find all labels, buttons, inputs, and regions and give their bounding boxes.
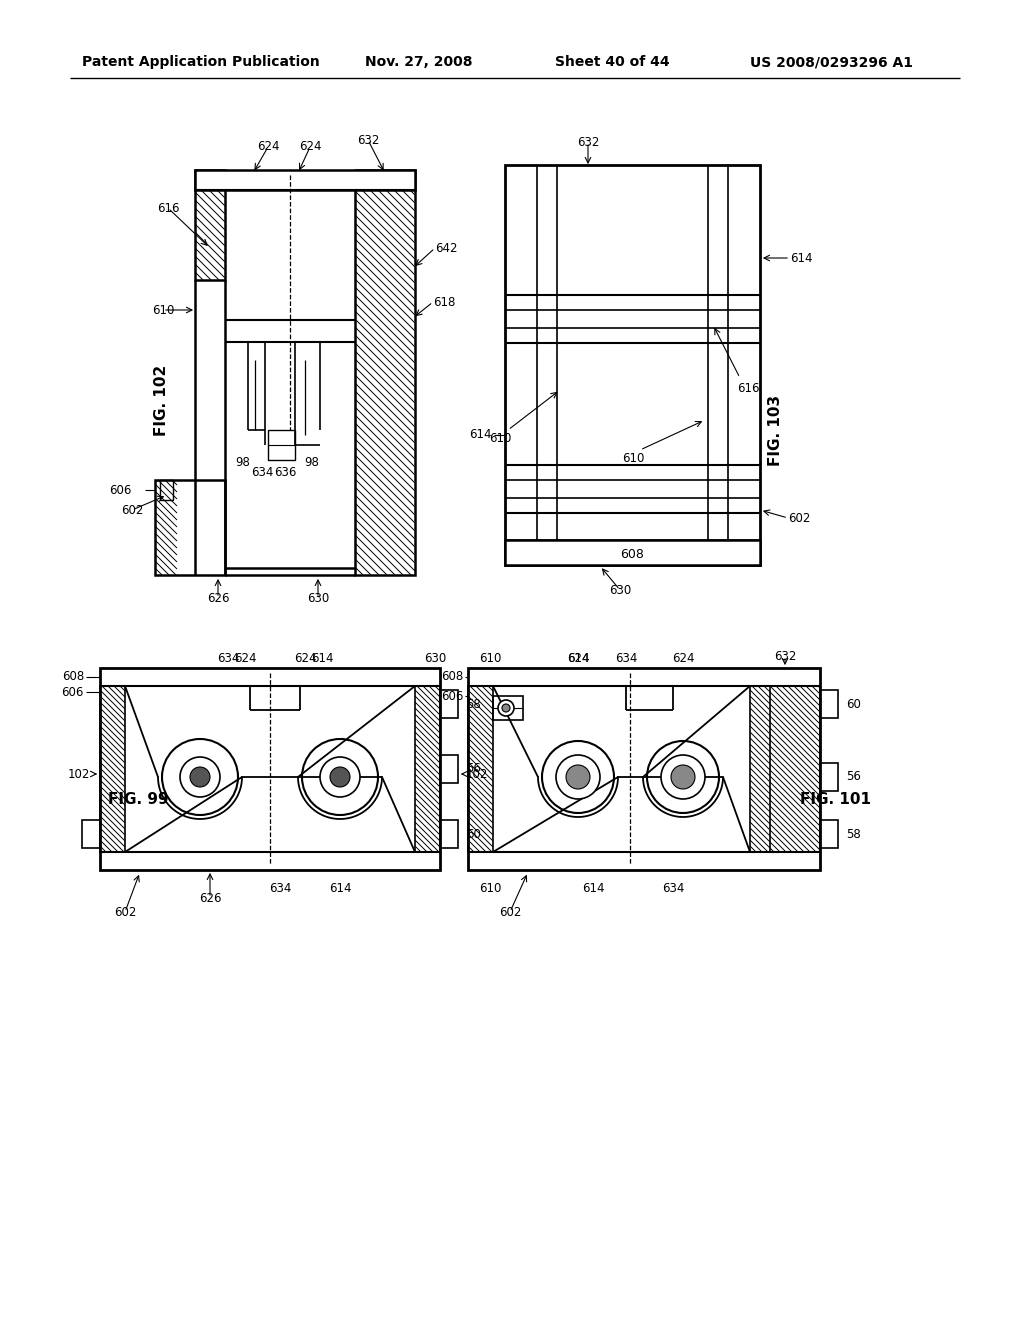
Circle shape [190, 767, 210, 787]
Text: 634: 634 [217, 652, 240, 664]
Polygon shape [195, 170, 415, 190]
Text: 610: 610 [152, 304, 174, 317]
Text: 614: 614 [582, 882, 604, 895]
Circle shape [671, 766, 695, 789]
Text: 630: 630 [609, 583, 631, 597]
Text: 614: 614 [566, 652, 589, 664]
Text: 634: 634 [269, 882, 291, 895]
Text: FIG. 99: FIG. 99 [108, 792, 168, 808]
Text: Patent Application Publication: Patent Application Publication [82, 55, 319, 69]
Text: US 2008/0293296 A1: US 2008/0293296 A1 [750, 55, 913, 69]
Text: 624: 624 [233, 652, 256, 664]
Text: 634: 634 [614, 652, 637, 664]
Text: 602: 602 [114, 906, 136, 919]
Text: 632: 632 [774, 649, 797, 663]
Text: 614: 614 [469, 429, 492, 441]
Text: 624: 624 [299, 140, 322, 153]
Text: 58: 58 [846, 828, 861, 841]
Text: 102: 102 [68, 767, 90, 780]
Text: FIG. 103: FIG. 103 [768, 395, 783, 466]
Text: 636: 636 [273, 466, 296, 479]
Text: 608: 608 [61, 671, 84, 684]
Circle shape [566, 766, 590, 789]
Text: 610: 610 [479, 652, 501, 664]
Text: 616: 616 [157, 202, 179, 214]
Text: 634: 634 [662, 882, 684, 895]
Text: 624: 624 [566, 652, 589, 664]
Text: 60: 60 [466, 828, 481, 841]
Text: FIG. 102: FIG. 102 [155, 364, 170, 436]
Text: 98: 98 [304, 455, 319, 469]
Text: 626: 626 [207, 591, 229, 605]
Text: 610: 610 [479, 882, 501, 895]
Text: 602: 602 [121, 503, 143, 516]
Text: 602: 602 [499, 906, 521, 919]
Circle shape [556, 755, 600, 799]
Text: 624: 624 [257, 140, 280, 153]
Text: 634: 634 [251, 466, 273, 479]
Text: 606: 606 [110, 483, 132, 496]
Text: 624: 624 [672, 652, 694, 664]
Text: 630: 630 [424, 652, 446, 664]
Text: 624: 624 [294, 652, 316, 664]
Text: 60: 60 [846, 697, 861, 710]
Text: 630: 630 [307, 591, 329, 605]
Text: Nov. 27, 2008: Nov. 27, 2008 [365, 55, 472, 69]
Text: 602: 602 [788, 511, 810, 524]
Circle shape [502, 704, 510, 711]
Circle shape [330, 767, 350, 787]
Circle shape [319, 756, 360, 797]
Text: 618: 618 [433, 296, 456, 309]
Text: 632: 632 [577, 136, 599, 149]
Text: 614: 614 [329, 882, 351, 895]
Text: 632: 632 [356, 133, 379, 147]
Text: 98: 98 [236, 455, 251, 469]
Text: 102: 102 [466, 767, 488, 780]
Text: 616: 616 [736, 381, 759, 395]
Circle shape [498, 700, 514, 715]
Text: 608: 608 [621, 549, 644, 561]
Text: 608: 608 [440, 671, 463, 684]
Text: 626: 626 [199, 891, 221, 904]
Text: 614: 614 [790, 252, 812, 264]
Text: 642: 642 [435, 242, 458, 255]
Text: 606: 606 [61, 685, 84, 698]
Text: 614: 614 [310, 652, 333, 664]
Text: 56: 56 [846, 771, 861, 784]
Circle shape [662, 755, 705, 799]
Text: 56: 56 [466, 763, 481, 776]
Text: 58: 58 [466, 697, 480, 710]
Text: 606: 606 [440, 689, 463, 702]
Text: 610: 610 [488, 432, 511, 445]
Circle shape [180, 756, 220, 797]
Text: FIG. 101: FIG. 101 [801, 792, 871, 808]
Polygon shape [505, 540, 760, 565]
Text: 610: 610 [622, 451, 644, 465]
Text: Sheet 40 of 44: Sheet 40 of 44 [555, 55, 670, 69]
